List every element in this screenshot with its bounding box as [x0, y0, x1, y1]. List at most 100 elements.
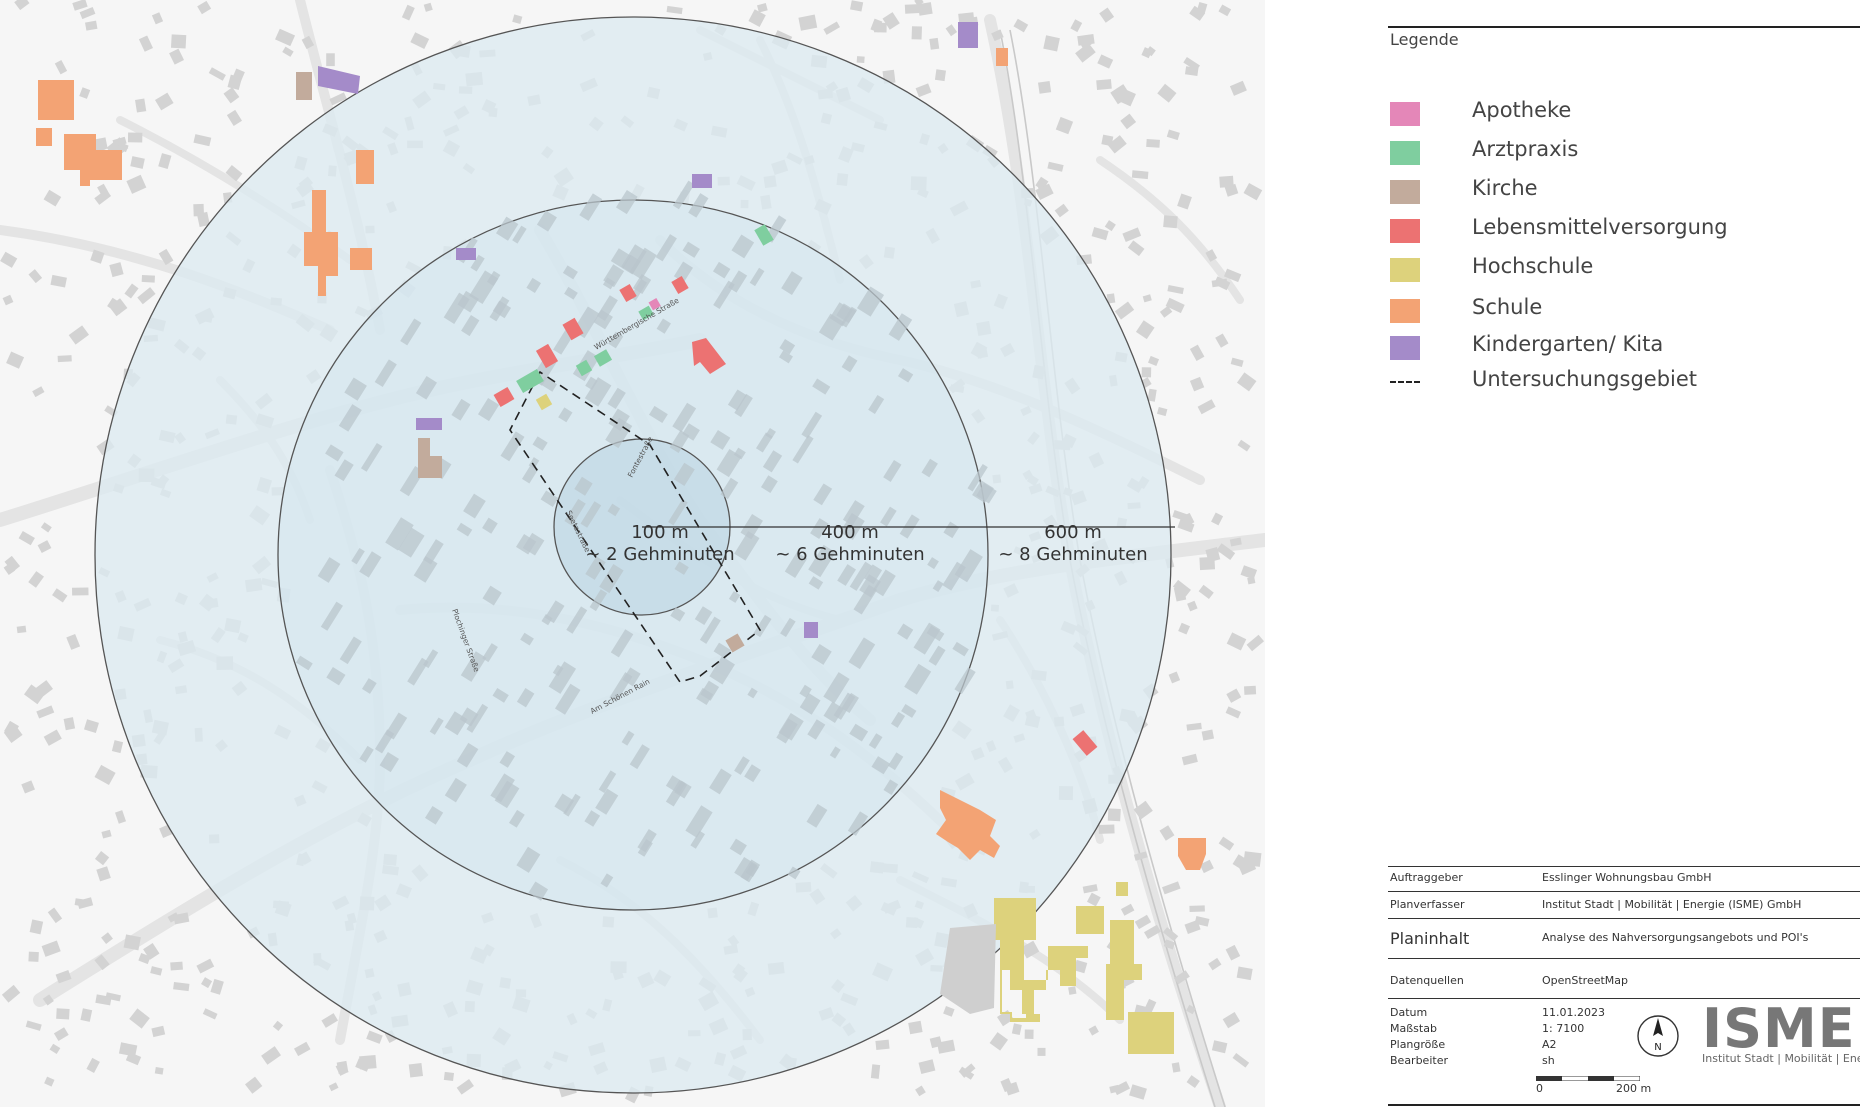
building: [728, 591, 741, 603]
legend-swatch: [1390, 219, 1420, 243]
building: [1054, 203, 1069, 218]
building: [666, 5, 683, 15]
building: [921, 458, 938, 478]
legend-label: Arztpraxis: [1472, 137, 1579, 161]
building: [362, 678, 377, 694]
building: [398, 527, 425, 558]
building: [261, 1046, 282, 1065]
building: [564, 286, 578, 300]
building: [466, 703, 489, 733]
building: [154, 1067, 164, 1075]
tb-value: A2: [1542, 1038, 1557, 1051]
building: [200, 977, 213, 989]
building: [1189, 344, 1205, 361]
building: [494, 780, 520, 809]
building: [607, 387, 626, 410]
building: [24, 684, 45, 705]
building: [917, 2, 933, 16]
building: [1141, 367, 1152, 378]
building: [629, 247, 657, 280]
building: [301, 35, 315, 50]
building: [1240, 565, 1258, 580]
building: [130, 156, 145, 169]
building: [734, 531, 760, 561]
tb-rule: [1388, 866, 1860, 867]
building: [1219, 175, 1234, 188]
building: [528, 881, 549, 901]
building: [1000, 1077, 1014, 1093]
poi-schule: [350, 248, 372, 270]
tb-value: Analyse des Nahversorgungsangebots und P…: [1542, 931, 1809, 944]
building: [621, 244, 647, 274]
building: [1197, 399, 1216, 415]
building: [68, 325, 90, 345]
poi-hochschule: [1106, 964, 1142, 1020]
building: [915, 1085, 926, 1097]
tb-value: 11.01.2023: [1542, 1006, 1605, 1019]
building: [361, 442, 383, 472]
building: [880, 506, 897, 527]
building: [1013, 18, 1029, 33]
building: [1091, 227, 1109, 241]
building: [4, 720, 20, 737]
poi-hochschule: [1110, 920, 1134, 966]
building: [915, 83, 932, 98]
building: [584, 377, 612, 407]
tb-value: Institut Stadt | Mobilität | Energie (IS…: [1542, 898, 1802, 911]
tb-value: Esslinger Wohnungsbau GmbH: [1542, 871, 1712, 884]
legend-title: Legende: [1390, 30, 1459, 49]
building: [1189, 376, 1205, 392]
building: [972, 480, 994, 503]
building: [810, 518, 829, 539]
building: [293, 1041, 311, 1057]
building: [72, 587, 89, 596]
building: [841, 692, 859, 714]
building: [118, 1042, 138, 1057]
building: [958, 1066, 975, 1080]
building: [272, 1020, 284, 1031]
building: [682, 423, 700, 441]
building: [275, 28, 296, 47]
building: [85, 20, 98, 31]
building: [1199, 859, 1214, 874]
building: [668, 499, 688, 526]
building: [928, 645, 946, 666]
legend-swatch: [1390, 180, 1420, 204]
building: [584, 810, 601, 827]
building: [1135, 320, 1155, 340]
poi-lebensmittel: [1072, 730, 1098, 756]
building: [1142, 294, 1152, 303]
building: [193, 203, 205, 217]
building: [849, 561, 873, 591]
building: [1011, 1023, 1022, 1036]
building: [1162, 881, 1181, 895]
building: [621, 730, 635, 746]
building: [734, 393, 753, 418]
legend-label: Kindergarten/ Kita: [1472, 332, 1664, 356]
building: [1163, 939, 1176, 950]
building: [43, 189, 62, 207]
building: [720, 477, 739, 500]
building: [355, 1058, 371, 1072]
building: [778, 350, 793, 364]
legend-label: Lebensmittelversorgung: [1472, 215, 1728, 239]
building: [540, 490, 559, 508]
building: [904, 663, 932, 695]
building: [1184, 919, 1201, 934]
building: [745, 862, 759, 877]
building: [842, 500, 865, 526]
map[interactable]: Württembergische Straße Am Schönen Rain …: [0, 0, 1265, 1107]
building: [129, 1008, 150, 1029]
building: [1230, 357, 1244, 367]
building: [86, 1057, 100, 1073]
poi-kita: [804, 622, 818, 638]
building: [989, 1032, 1009, 1051]
building: [1086, 892, 1101, 907]
poi-lebensmittel: [671, 275, 689, 295]
building: [1177, 193, 1192, 210]
building: [1120, 113, 1137, 130]
building: [1225, 706, 1242, 719]
building: [883, 779, 899, 796]
building: [114, 810, 127, 824]
building: [137, 287, 156, 305]
